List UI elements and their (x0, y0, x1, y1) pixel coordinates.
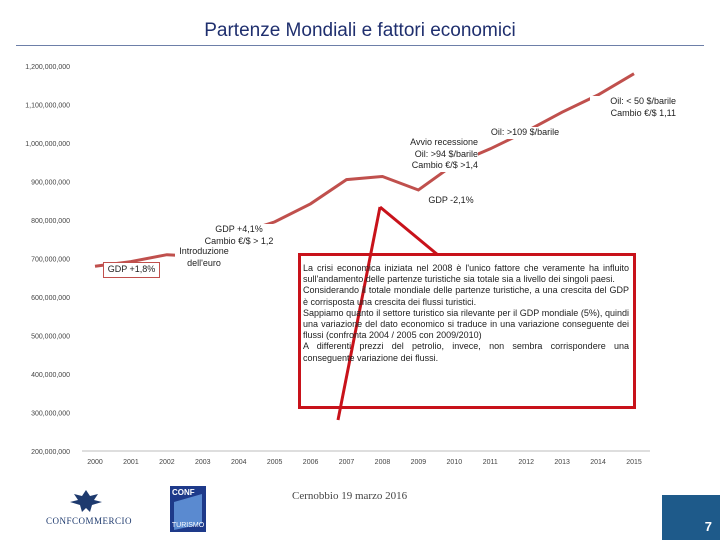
y-tick-label: 1,200,000,000 (25, 64, 70, 71)
commentary-paragraph-2: Considerando il totale mondiale delle pa… (303, 285, 629, 307)
page-number-box: 7 (662, 495, 720, 540)
annotation-recessione-line2: Oil: >94 $/barile (414, 148, 478, 159)
y-tick-label: 700,000,000 (31, 257, 70, 264)
callout-line-left (336, 206, 382, 421)
y-tick-label: 1,000,000,000 (25, 141, 70, 148)
annotation-oil-109: Oil: >109 $/barile (482, 127, 568, 139)
y-tick-label: 200,000,000 (31, 449, 70, 456)
annotation-gdp-2009: GDP -2,1% (425, 195, 477, 207)
commentary-paragraph-4: A differenti prezzi del petrolio, invece… (303, 341, 629, 363)
confcommercio-logo-text: CONFCOMMERCIO (46, 516, 133, 526)
annotation-oil-109-text: Oil: >109 $/barile (490, 127, 560, 137)
confcommercio-logo: CONFCOMMERCIO (46, 486, 133, 536)
annotation-recessione: Avvio recessione Oil: >94 $/barile Cambi… (395, 137, 478, 172)
confturismo-logo-bottom-text: TURISMO (171, 522, 205, 529)
commentary-paragraph-3: Sappiamo quanto il settore turistico sia… (303, 307, 629, 341)
annotation-intro-euro-text: Introduzione dell'euro (179, 246, 229, 268)
x-tick-label: 2014 (590, 459, 606, 466)
x-tick-label: 2000 (87, 459, 103, 466)
annotation-gdp-2003-line1: GDP +4,1% (215, 224, 263, 234)
annotation-gdp-2000: GDP +1,8% (103, 262, 160, 278)
x-tick-label: 2007 (339, 459, 355, 466)
annotation-gdp-2003-line2: Cambio €/$ > 1,2 (204, 235, 274, 246)
x-tick-label: 2009 (411, 459, 427, 466)
commentary-frame (298, 253, 636, 409)
x-axis: 2000 2001 2002 2003 2004 2005 2006 2007 2008 2009… (87, 459, 642, 466)
eagle-icon (70, 490, 102, 512)
y-tick-label: 600,000,000 (31, 295, 70, 302)
x-tick-label: 2003 (195, 459, 211, 466)
y-tick-label: 1,100,000,000 (25, 103, 70, 110)
x-tick-label: 2006 (303, 459, 319, 466)
x-tick-label: 2002 (159, 459, 175, 466)
annotation-gdp-2009-text: GDP -2,1% (428, 195, 474, 205)
annotation-oil-50: Oil: < 50 $/barile Cambio €/$ 1,11 (590, 96, 676, 119)
annotation-oil-50-line1: Oil: < 50 $/barile (610, 96, 676, 106)
x-tick-label: 2011 (483, 459, 498, 466)
callout-line-right (379, 205, 439, 257)
annotation-recessione-line1: Avvio recessione (410, 137, 478, 147)
title-underline (16, 45, 704, 46)
annotation-intro-euro: Introduzione dell'euro (175, 246, 233, 269)
confturismo-logo-mark (170, 486, 206, 532)
page-title: Partenze Mondiali e fattori economici (204, 20, 516, 41)
annotation-oil-50-line2: Cambio €/$ 1,11 (610, 107, 676, 118)
commentary-paragraph-1: La crisi economica iniziata nel 2008 è l… (303, 263, 629, 285)
y-tick-label: 500,000,000 (31, 334, 70, 341)
confturismo-logo: CONF TURISMO (166, 484, 210, 534)
y-tick-label: 900,000,000 (31, 180, 70, 187)
annotation-gdp-2003: GDP +4,1% Cambio €/$ > 1,2 (198, 224, 280, 247)
x-tick-label: 2010 (447, 459, 463, 466)
y-tick-label: 300,000,000 (31, 411, 70, 418)
footer-text: Cernobbio 19 marzo 2016 (292, 490, 408, 502)
annotation-recessione-line3: Cambio €/$ >1,4 (411, 160, 478, 170)
x-tick-label: 2012 (518, 459, 534, 466)
y-axis: 200,000,000 300,000,000 400,000,000 500,000… (25, 64, 70, 456)
y-tick-label: 400,000,000 (31, 372, 70, 379)
x-tick-label: 2015 (626, 459, 642, 466)
x-tick-label: 2008 (375, 459, 391, 466)
series-line (94, 72, 635, 268)
x-tick-label: 2004 (231, 459, 247, 466)
x-tick-label: 2001 (123, 459, 139, 466)
x-tick-label: 2013 (554, 459, 570, 466)
page-number: 7 (704, 519, 712, 534)
y-tick-label: 800,000,000 (31, 218, 70, 225)
commentary-text: La crisi economica iniziata nel 2008 è l… (303, 263, 629, 364)
confturismo-logo-top-text: CONF (172, 488, 195, 497)
x-tick-label: 2005 (267, 459, 283, 466)
annotation-gdp-2000-text: GDP +1,8% (107, 264, 156, 274)
